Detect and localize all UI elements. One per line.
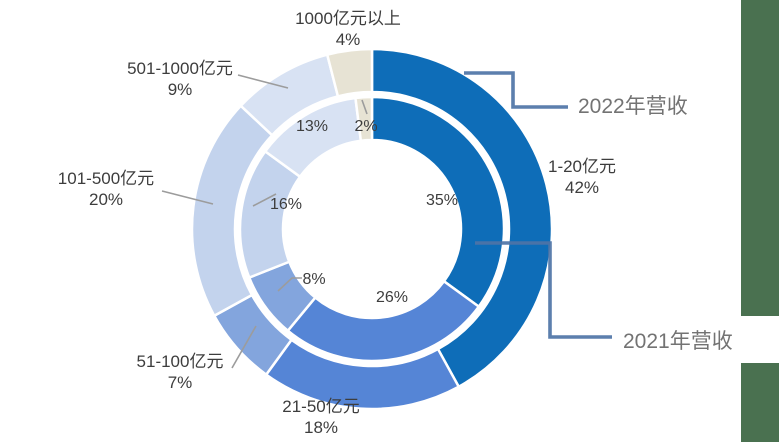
donut-segment-outer-5: [325, 47, 374, 98]
series-label-2022: 2022年营收: [578, 95, 688, 118]
series-connector-2021: [475, 241, 612, 339]
label-leader-line: [361, 99, 368, 115]
label-leader-line: [277, 277, 302, 292]
right-accent-bar-bottom: [741, 363, 779, 442]
label-leader-line: [161, 190, 214, 205]
label-leader-line: [252, 193, 277, 207]
category-percent: 42%: [564, 178, 600, 197]
label-leader-line: [237, 74, 289, 89]
category-percent: 18%: [303, 418, 339, 437]
inner-value-label: 16%: [269, 196, 303, 213]
category-percent: 7%: [167, 373, 193, 392]
category-name: 101-500亿元: [57, 169, 155, 188]
category-label-1000plus: 1000亿元以上 4%: [273, 8, 423, 50]
category-percent: 20%: [88, 190, 124, 209]
category-percent: 4%: [335, 30, 361, 49]
donut-segment-inner-5: [354, 95, 374, 142]
category-name: 501-1000亿元: [127, 59, 233, 78]
category-label-21-50: 21-50亿元 18%: [246, 396, 396, 438]
category-label-501-1000: 501-1000亿元 9%: [105, 58, 255, 100]
series-label-2021: 2021年营收: [623, 330, 733, 353]
inner-value-label: 2%: [354, 118, 378, 135]
inner-value-label: 35%: [425, 192, 459, 209]
inner-value-label: 8%: [302, 271, 326, 288]
donut-segment-inner-0: [370, 95, 506, 308]
right-accent-bar-top: [741, 0, 779, 316]
category-name: 51-100亿元: [136, 352, 224, 371]
donut-segment-outer-0: [370, 47, 554, 388]
category-label-101-500: 101-500亿元 20%: [31, 168, 181, 210]
inner-value-label: 13%: [295, 118, 329, 135]
category-percent: 9%: [167, 80, 193, 99]
category-name: 21-50亿元: [282, 397, 360, 416]
category-label-51-100: 51-100亿元 7%: [105, 351, 255, 393]
category-label-1-20: 1-20亿元 42%: [507, 156, 657, 198]
inner-value-label: 26%: [375, 289, 409, 306]
label-leader-line: [231, 325, 257, 369]
category-name: 1000亿元以上: [295, 9, 401, 28]
category-name: 1-20亿元: [547, 157, 617, 176]
series-connector-2022: [464, 71, 568, 109]
